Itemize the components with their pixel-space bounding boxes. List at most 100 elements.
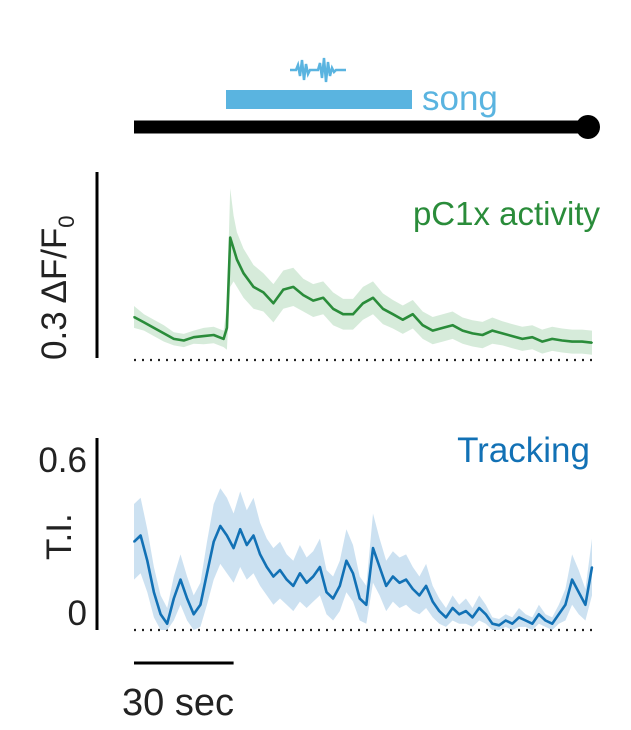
tracking-data-point-30 [332, 597, 334, 600]
tracking-data-point-32 [345, 559, 348, 562]
tracking-data-point-23 [285, 578, 288, 581]
pc1x-data-point-48 [581, 340, 583, 343]
pc1x-data-point-27 [372, 296, 374, 299]
tracking-data-point-20 [265, 566, 268, 568]
pc1x-data-point-1 [143, 321, 145, 324]
tracking-data-point-31 [338, 585, 341, 587]
tracking-data-point-38 [385, 585, 388, 587]
pc1x-data-point-9 [222, 338, 225, 340]
tracking-data-point-55 [498, 624, 500, 627]
tracking-data-point-67 [577, 591, 580, 594]
tracking-data-point-41 [405, 578, 407, 581]
tracking-data-point-48 [451, 607, 454, 609]
pc1x-data-point-15 [252, 286, 255, 288]
tracking-data-point-40 [398, 581, 401, 584]
pc1x-data-point-31 [411, 313, 414, 316]
tracking-data-point-25 [299, 572, 301, 575]
pc1x-series-label: pC1x activity [413, 195, 601, 232]
tracking-data-point-42 [411, 588, 414, 590]
pc1x-data-point-43 [531, 336, 534, 339]
tracking-data-point-35 [365, 603, 368, 606]
tracking-data-point-7 [179, 578, 182, 581]
tracking-data-point-0 [133, 540, 135, 543]
pc1x-data-point-41 [511, 335, 514, 337]
pc1x-data-point-34 [441, 327, 444, 329]
pc1x-data-point-38 [481, 334, 484, 336]
tracking-data-point-27 [312, 575, 315, 578]
tracking-data-point-6 [172, 597, 175, 600]
tracking-data-point-47 [445, 616, 447, 619]
pc1x-data-point-49 [591, 341, 593, 344]
pc1x-data-point-44 [541, 340, 544, 343]
tracking-data-point-5 [166, 622, 169, 625]
tracking-sem-band [134, 488, 592, 630]
tracking-data-point-9 [192, 613, 195, 616]
song-stimulus-bar [226, 90, 412, 109]
tracking-data-point-17 [245, 544, 248, 546]
pc1x-data-point-10 [226, 327, 228, 329]
tracking-data-point-53 [484, 613, 487, 616]
tracking-series-label: Tracking [457, 431, 590, 470]
pc1x-data-point-19 [292, 286, 295, 288]
pc1x-data-point-33 [431, 329, 434, 332]
pc1x-data-point-37 [471, 332, 474, 335]
pc1x-data-point-40 [501, 332, 504, 335]
tracking-data-point-19 [259, 553, 261, 556]
tracking-data-point-63 [551, 622, 554, 625]
pc1x-data-point-39 [491, 329, 494, 332]
tracking-data-point-60 [531, 622, 534, 625]
tracking-data-point-18 [252, 534, 255, 537]
tracking-data-point-37 [378, 566, 381, 568]
pc1x-data-point-0 [133, 316, 135, 318]
tracking-data-point-24 [292, 585, 295, 587]
pc1x-sem-band [134, 188, 592, 355]
tracking-data-point-65 [564, 603, 567, 606]
pc1x-data-point-36 [461, 329, 464, 332]
tracking-data-point-49 [458, 613, 461, 616]
timeline-end-marker [576, 115, 600, 139]
tracking-data-point-45 [431, 600, 434, 603]
tracking-data-point-34 [358, 597, 361, 600]
tracking-data-point-68 [584, 603, 587, 606]
tracking-data-point-62 [544, 619, 547, 622]
tracking-data-point-16 [239, 528, 242, 531]
pc1x-ylabel-subscript: 0 [54, 215, 79, 227]
pc1x-data-point-8 [212, 334, 215, 336]
pc1x-data-point-20 [302, 294, 305, 296]
tracking-data-point-44 [425, 585, 427, 587]
tracking-data-point-50 [465, 610, 467, 612]
tracking-data-point-56 [504, 619, 507, 622]
pc1x-y-axis-label: 0.3 ΔF/F0 [35, 215, 79, 360]
pc1x-data-point-47 [571, 340, 573, 343]
tracking-data-point-39 [392, 575, 394, 578]
tracking-data-point-12 [212, 540, 215, 543]
tracking-data-point-11 [206, 572, 208, 575]
pc1x-data-point-21 [312, 299, 315, 302]
tracking-data-point-59 [524, 619, 527, 622]
tracking-data-point-58 [518, 616, 520, 619]
tracking-data-point-10 [199, 603, 202, 606]
pc1x-data-point-4 [172, 338, 175, 340]
pc1x-data-point-24 [342, 313, 344, 316]
pc1x-data-point-35 [451, 324, 454, 327]
tracking-data-point-21 [272, 575, 275, 578]
pc1x-data-point-14 [242, 272, 245, 275]
pc1x-data-point-6 [192, 336, 195, 339]
tracking-ytick-bottom: 0 [68, 594, 87, 633]
pc1x-data-point-30 [401, 318, 404, 321]
tracking-panel: 0.6 0 T.I. Tracking [38, 431, 594, 633]
pc1x-data-point-13 [236, 258, 238, 261]
song-label: song [422, 79, 498, 118]
pc1x-data-point-7 [202, 335, 205, 337]
tracking-data-point-51 [471, 616, 474, 619]
tracking-data-point-3 [153, 591, 155, 594]
tracking-data-point-69 [591, 566, 593, 568]
pc1x-data-point-18 [282, 288, 285, 291]
pc1x-data-point-22 [322, 296, 325, 299]
tracking-data-point-46 [438, 610, 441, 612]
pc1x-data-point-16 [262, 291, 265, 294]
pc1x-data-point-32 [421, 324, 424, 327]
pc1x-data-point-45 [551, 338, 554, 340]
tracking-data-point-4 [159, 613, 162, 616]
pc1x-data-point-2 [153, 327, 155, 329]
